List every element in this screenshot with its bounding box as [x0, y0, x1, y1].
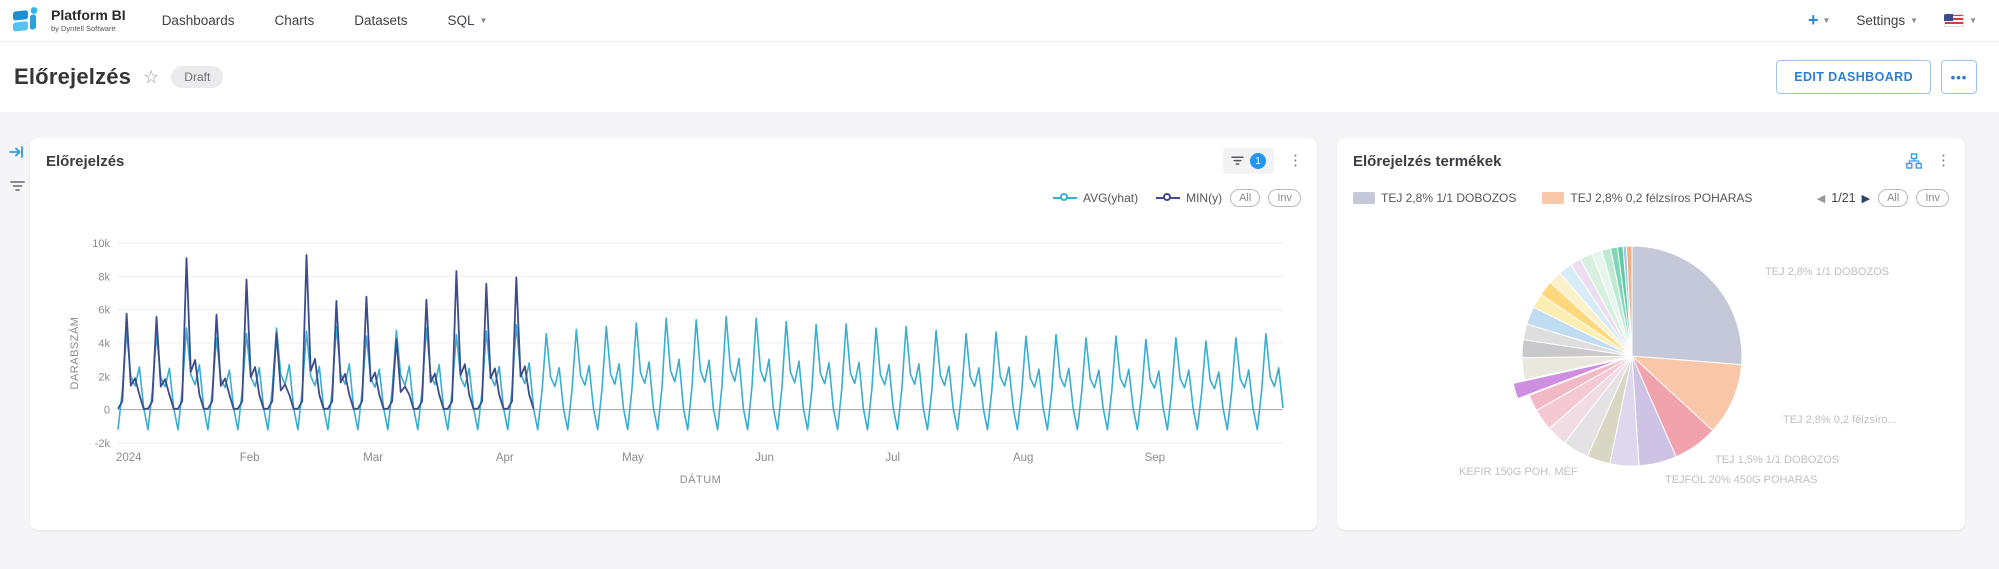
card-title: Előrejelzés: [46, 152, 125, 170]
edit-dashboard-button[interactable]: EDIT DASHBOARD: [1776, 60, 1931, 94]
svg-text:-2k: -2k: [95, 438, 111, 450]
chevron-down-icon: ▼: [1910, 16, 1919, 25]
chevron-down-icon: ▼: [1822, 16, 1831, 25]
series-marker-icon: [1156, 193, 1181, 203]
pie-legend-row: TEJ 2,8% 1/1 DOBOZOS TEJ 2,8% 0,2 félzsír…: [1353, 186, 1949, 210]
page-title: Előrejelzés: [14, 64, 132, 89]
svg-text:8k: 8k: [98, 271, 110, 283]
drilldown-hierarchy-icon[interactable]: [1906, 153, 1922, 169]
card-title: Előrejelzés termékek: [1353, 152, 1502, 170]
page-header-actions: EDIT DASHBOARD •••: [1776, 60, 1977, 94]
svg-text:10k: 10k: [92, 238, 110, 250]
dashboard-more-button[interactable]: •••: [1941, 60, 1977, 94]
svg-text:Jul: Jul: [885, 452, 900, 464]
status-badge: Draft: [171, 66, 224, 88]
legend-pill-inv[interactable]: Inv: [1268, 189, 1301, 207]
nav-item-dashboards[interactable]: Dashboards: [162, 13, 235, 28]
svg-text:Aug: Aug: [1013, 452, 1033, 464]
series-marker-icon: [1052, 193, 1077, 203]
legend-item-product-2[interactable]: TEJ 2,8% 0,2 félzsíros POHARAS: [1542, 191, 1752, 205]
legend-item-miny[interactable]: MIN(y): [1156, 191, 1222, 205]
pager-label: 1/21: [1831, 191, 1856, 205]
nav-item-sql[interactable]: SQL ▼: [448, 13, 488, 28]
pager-prev-icon[interactable]: ◀: [1816, 192, 1826, 205]
forecast-line-chart[interactable]: 10k 8k 6k 4k 2k 0 -2k DARABSZÁM 2024 Feb Mar Apr May…: [30, 138, 1317, 530]
svg-text:Mar: Mar: [363, 452, 383, 464]
nav-item-charts[interactable]: Charts: [274, 13, 314, 28]
collapse-panel-icon[interactable]: [7, 142, 27, 162]
pie-slice-label: TEJFÖL 20% 450G POHARAS: [1665, 474, 1818, 486]
svg-text:2k: 2k: [98, 371, 110, 383]
brand-text: Platform BI by Dyntell Software: [51, 8, 126, 33]
nav-item-label: Charts: [274, 13, 315, 28]
legend-pill-inv[interactable]: Inv: [1916, 189, 1949, 207]
card-header-actions: ⋮: [1906, 153, 1951, 169]
svg-text:May: May: [622, 452, 644, 464]
settings-label: Settings: [1856, 13, 1906, 28]
chevron-down-icon: ▼: [1969, 16, 1977, 25]
brand-name: Platform BI: [51, 7, 126, 23]
forecast-chart-card: 10k 8k 6k 4k 2k 0 -2k DARABSZÁM 2024 Feb Mar Apr May…: [30, 138, 1317, 530]
legend-label: MIN(y): [1186, 191, 1223, 205]
svg-text:0: 0: [104, 405, 110, 417]
top-navbar: Platform BI by Dyntell Software Dashboar…: [0, 0, 1999, 42]
legend-pill-all[interactable]: All: [1878, 189, 1909, 207]
pie-slice-label: KEFIR 150G POH. MÉF: [1459, 466, 1578, 478]
line-legend-row: AVG(yhat) MIN(y) All Inv: [46, 186, 1301, 210]
nav-item-label: Datasets: [354, 13, 408, 28]
filter-funnel-icon: [1231, 156, 1244, 165]
settings-menu-button[interactable]: Settings ▼: [1856, 13, 1918, 28]
legend-pill-all[interactable]: All: [1230, 189, 1261, 207]
svg-text:Feb: Feb: [240, 452, 260, 464]
us-flag-icon: [1944, 14, 1965, 27]
page-header: Előrejelzés ☆ Draft EDIT DASHBOARD •••: [0, 42, 1999, 112]
svg-text:DÁTUM: DÁTUM: [680, 473, 722, 486]
nav-item-label: SQL: [447, 13, 475, 28]
language-menu-button[interactable]: ▼: [1944, 14, 1977, 27]
legend-swatch-icon: [1353, 192, 1375, 204]
nav-item-datasets[interactable]: Datasets: [354, 13, 407, 28]
platform-bi-logo-icon: [13, 6, 38, 31]
chart-kebab-menu-icon[interactable]: ⋮: [1936, 152, 1951, 169]
pie-slice-label: TEJ 2,8% 0,2 félzsíro...: [1783, 414, 1897, 426]
pie-pager: ◀ 1/21 ▶: [1817, 191, 1870, 205]
legend-swatch-icon: [1542, 192, 1565, 204]
forecast-card-header: Előrejelzés 1 ⋮: [30, 138, 1317, 184]
brand-home-link[interactable]: Platform BI by Dyntell Software: [10, 5, 126, 37]
svg-text:Apr: Apr: [496, 452, 514, 464]
global-filter-icon[interactable]: [7, 176, 27, 196]
chart-filter-button[interactable]: 1: [1223, 148, 1274, 174]
legend-label: TEJ 2,8% 1/1 DOBOZOS: [1381, 191, 1517, 205]
svg-text:Sep: Sep: [1145, 452, 1165, 464]
svg-text:Jun: Jun: [755, 452, 774, 464]
forecast-products-card: TEJ 2,8% 1/1 DOBOZOS TEJ 2,8% 0,2 félzsír…: [1337, 138, 1965, 530]
navbar-right: + ▼ Settings ▼ ▼: [1808, 10, 1977, 31]
left-rail: [4, 142, 30, 196]
svg-text:2024: 2024: [116, 452, 142, 464]
chevron-down-icon: ▼: [479, 16, 488, 25]
brand-tagline: by Dyntell Software: [51, 24, 116, 33]
legend-item-product-1[interactable]: TEJ 2,8% 1/1 DOBOZOS: [1353, 191, 1516, 205]
legend-label: TEJ 2,8% 0,2 félzsíros POHARAS: [1570, 191, 1753, 205]
plus-icon: +: [1807, 10, 1819, 30]
filter-count-badge: 1: [1250, 153, 1266, 169]
products-card-header: Előrejelzés termékek ⋮: [1337, 138, 1965, 184]
pie-slice-label: TEJ 2,8% 1/1 DOBOZOS: [1765, 266, 1890, 278]
nav-item-label: Dashboards: [161, 13, 235, 28]
svg-text:DARABSZÁM: DARABSZÁM: [68, 317, 81, 390]
pie-slice-label: TEJ 1,5% 1/1 DOBOZOS: [1715, 454, 1840, 466]
add-menu-button[interactable]: + ▼: [1808, 10, 1830, 31]
card-header-actions: 1 ⋮: [1223, 148, 1303, 174]
favorite-star-icon[interactable]: ☆: [143, 66, 160, 87]
forecast-products-pie-chart[interactable]: [1337, 138, 1965, 530]
main-nav: Dashboards Charts Datasets SQL ▼: [162, 13, 488, 28]
pager-next-icon[interactable]: ▶: [1861, 192, 1871, 205]
chart-kebab-menu-icon[interactable]: ⋮: [1288, 152, 1303, 169]
legend-item-avgyhat[interactable]: AVG(yhat): [1052, 191, 1139, 205]
legend-label: AVG(yhat): [1082, 191, 1139, 205]
svg-text:4k: 4k: [98, 338, 110, 350]
svg-text:6k: 6k: [98, 305, 110, 317]
